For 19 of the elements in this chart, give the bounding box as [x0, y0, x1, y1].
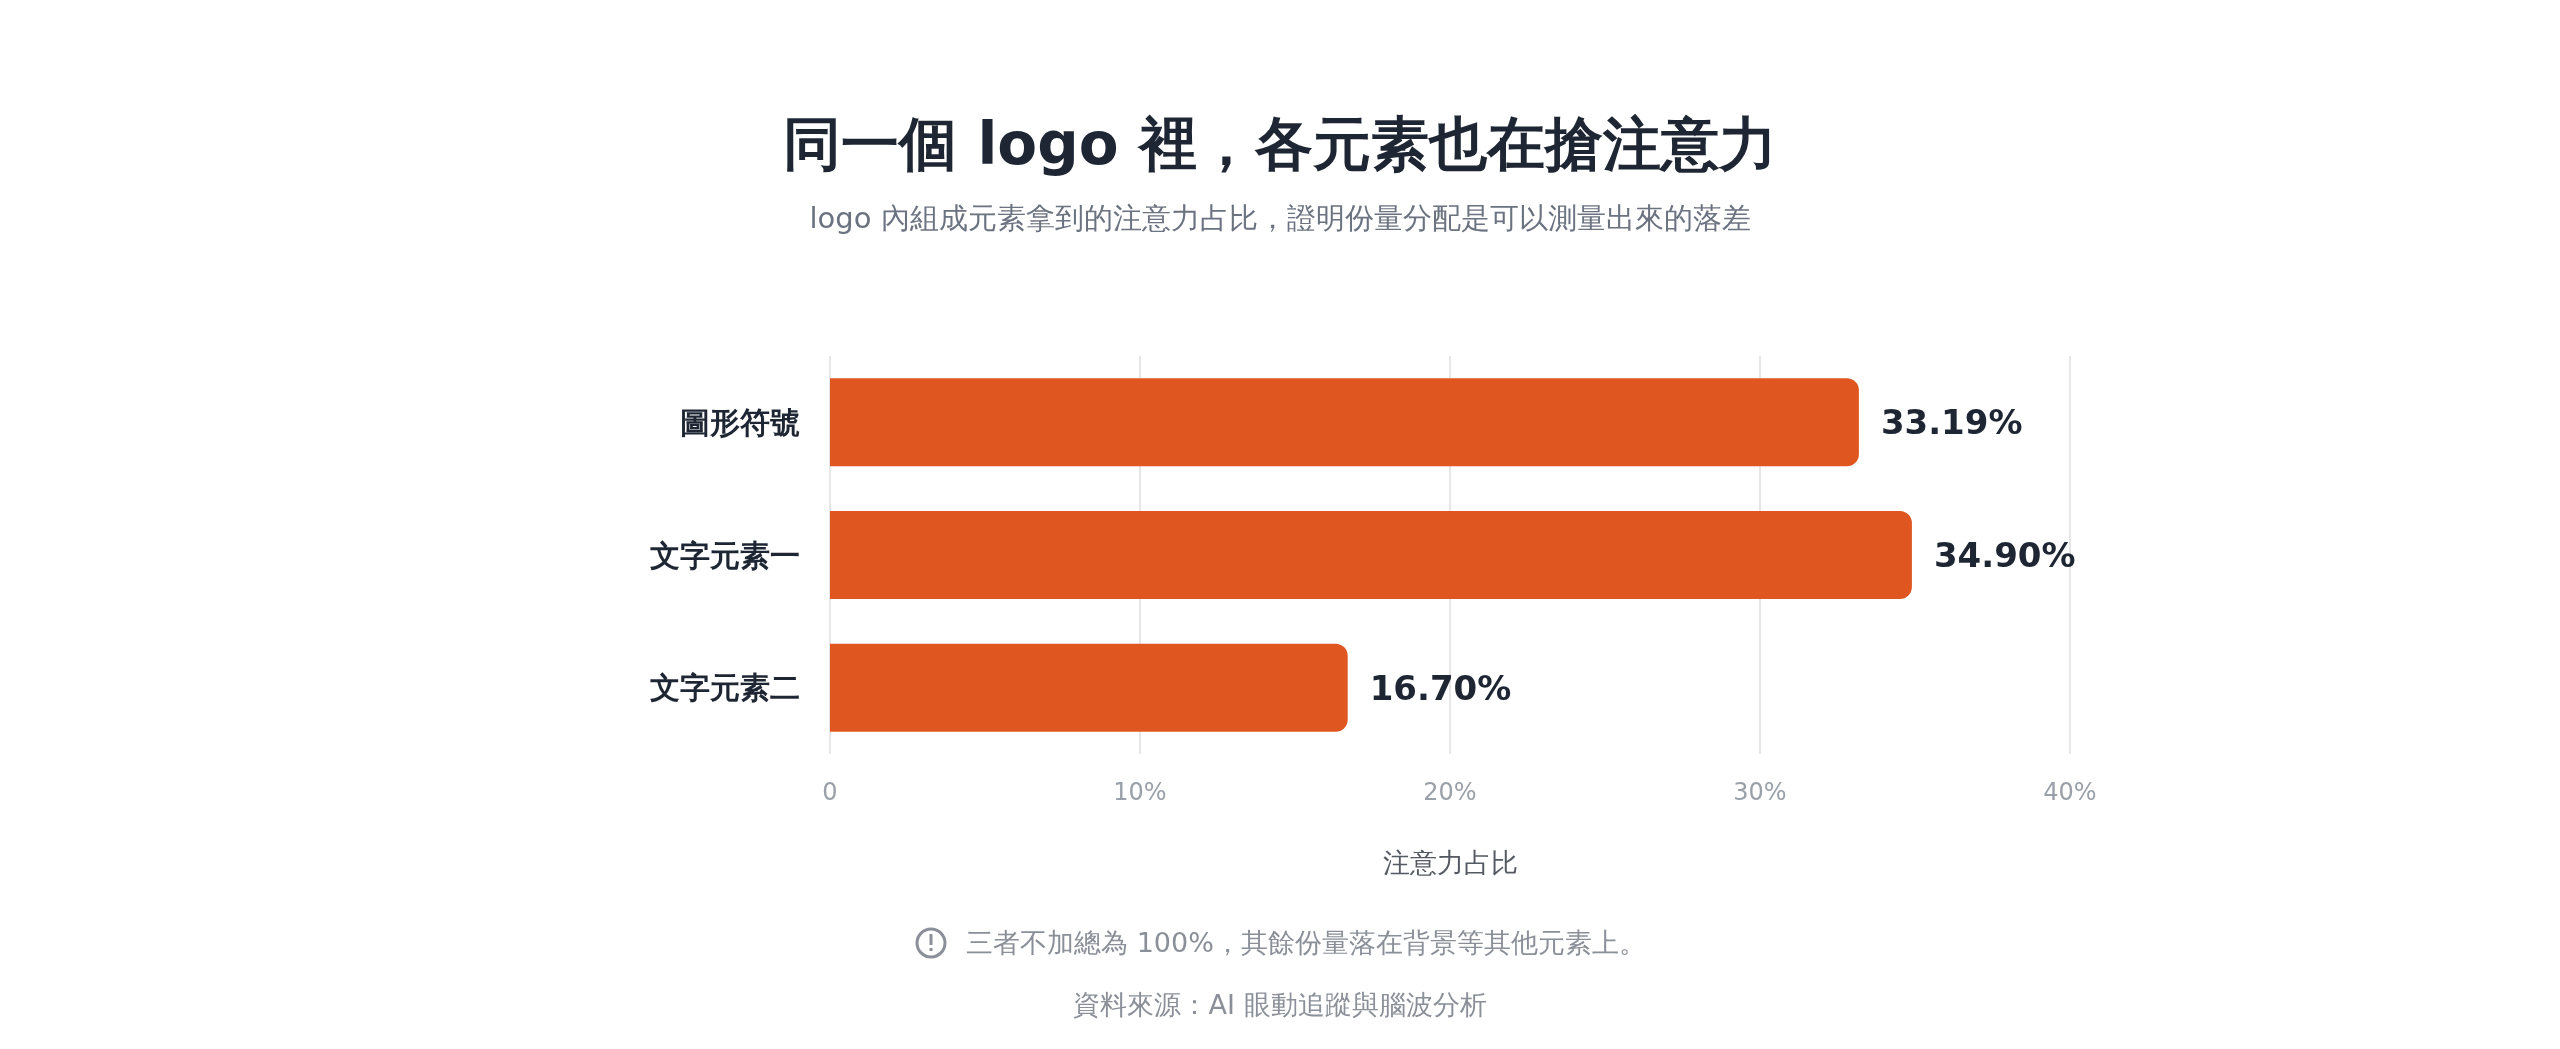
- chart-subtitle: logo 內組成元素拿到的注意力占比，證明份量分配是可以測量出來的落差: [809, 200, 1751, 235]
- x-tick-label: 10%: [1113, 778, 1167, 806]
- data-label: 16.70%: [1369, 667, 1512, 708]
- x-axis-title: 注意力占比: [1382, 847, 1518, 878]
- bar: [830, 511, 1912, 599]
- x-tick-label: 40%: [2043, 778, 2097, 806]
- source-note: 資料來源：AI 眼動追蹤與腦波分析: [1073, 988, 1487, 1022]
- bar: [830, 378, 1859, 467]
- x-tick-label: 0: [822, 778, 838, 806]
- x-tick-label: 20%: [1423, 778, 1477, 806]
- chart-title: 同一個 logo 裡，各元素也在搶注意力: [783, 110, 1777, 178]
- y-tick-label: 圖形符號: [680, 404, 800, 440]
- y-tick-label: 文字元素一: [650, 537, 800, 573]
- data-label: 34.90%: [1933, 535, 2076, 575]
- bar: [830, 643, 1348, 732]
- data-label: 33.19%: [1880, 402, 2023, 443]
- text: 三者不加總為 100%，其餘份量落在背景等其他元素上。: [966, 926, 1646, 960]
- x-tick-label: 30%: [1733, 778, 1787, 806]
- y-tick-label: 文字元素二: [650, 670, 800, 706]
